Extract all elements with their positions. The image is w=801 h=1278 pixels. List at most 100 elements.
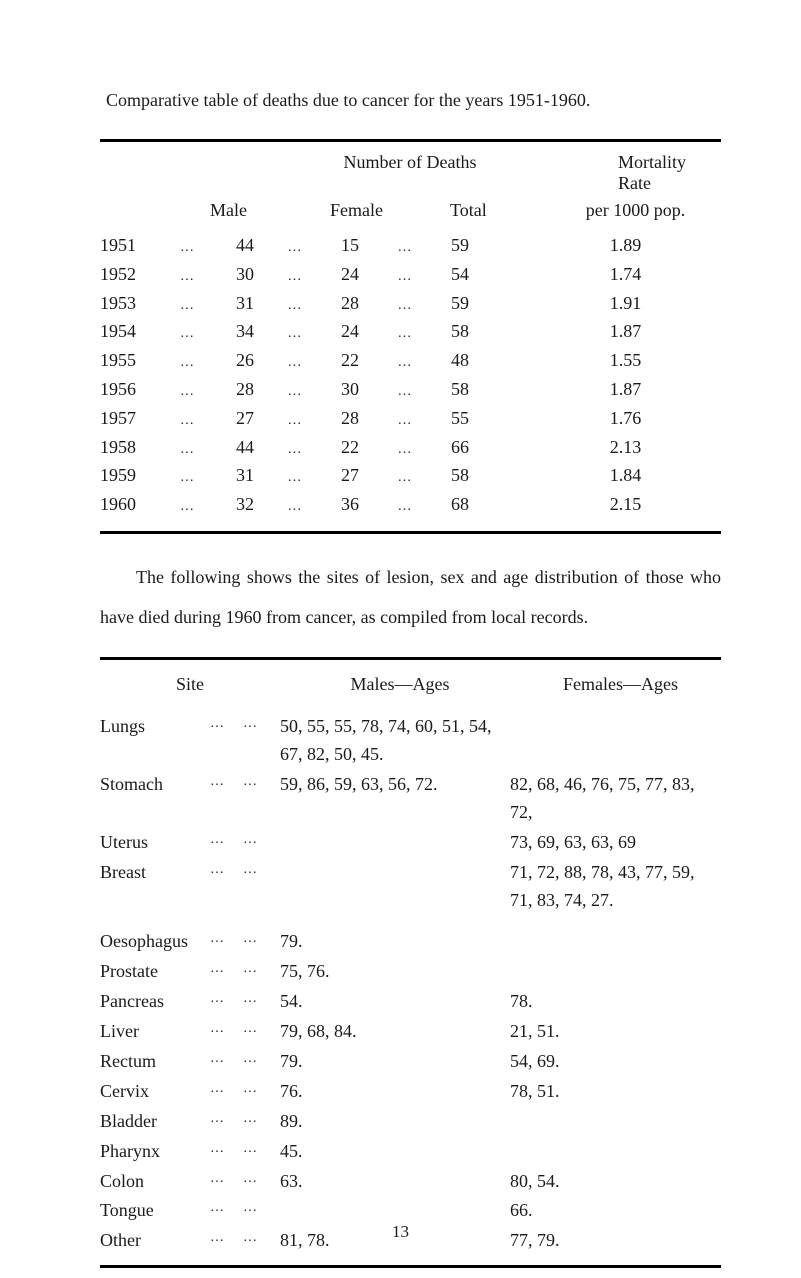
cell-site: Pharynx [100, 1138, 210, 1166]
cell-rate: 1.89 [490, 231, 721, 260]
dots: … [380, 410, 430, 432]
table2-row: Oesophagus… …79. [100, 928, 721, 956]
page: Comparative table of deaths due to cance… [0, 0, 801, 1278]
rule-bottom [100, 1265, 721, 1268]
cell-males-ages: 50, 55, 55, 78, 74, 60, 51, 54, 67, 82, … [280, 713, 510, 769]
table2-row: Pharynx… …45. [100, 1138, 721, 1166]
dots: … [270, 352, 320, 374]
dots: … [180, 381, 220, 403]
cell-site: Cervix [100, 1078, 210, 1106]
cell-total: 48 [430, 346, 490, 375]
dots: … … [210, 928, 280, 950]
dots: … [180, 467, 220, 489]
dots: … [180, 496, 220, 518]
cell-males-ages: 89. [280, 1108, 510, 1136]
dots: … [180, 439, 220, 461]
cell-male: 44 [220, 433, 270, 462]
header-total: Total [450, 200, 530, 221]
dots: … [270, 237, 320, 259]
cell-site: Bladder [100, 1108, 210, 1136]
cell-rate: 2.15 [490, 490, 721, 519]
cell-rate: 1.84 [490, 461, 721, 490]
cell-site: Oesophagus [100, 928, 210, 956]
dots: … [270, 496, 320, 518]
cell-males-ages: 79, 68, 84. [280, 1018, 510, 1046]
cell-males-ages: 79. [280, 1048, 510, 1076]
cell-male: 27 [220, 404, 270, 433]
cell-female: 28 [320, 404, 380, 433]
dots: … … [210, 1048, 280, 1070]
cell-male: 28 [220, 375, 270, 404]
dots: … [380, 323, 430, 345]
dots: … [380, 237, 430, 259]
cell-females-ages: 82, 68, 46, 76, 75, 77, 83, 72, [510, 771, 721, 827]
dots: … … [210, 1018, 280, 1040]
cell-total: 55 [430, 404, 490, 433]
table1-body: 1951…44…15…591.891952…30…24…541.741953…3… [100, 231, 721, 519]
table2-row: Cervix… …76.78, 51. [100, 1078, 721, 1106]
header-males-ages: Males—Ages [280, 674, 520, 695]
cell-year: 1955 [100, 346, 180, 375]
cell-female: 22 [320, 346, 380, 375]
cell-site: Prostate [100, 958, 210, 986]
table2-row: Prostate… …75, 76. [100, 958, 721, 986]
cell-rate: 2.13 [490, 433, 721, 462]
dots: … [380, 467, 430, 489]
cell-female: 30 [320, 375, 380, 404]
cell-year: 1953 [100, 289, 180, 318]
dots: … [270, 323, 320, 345]
cell-site: Rectum [100, 1048, 210, 1076]
cell-female: 15 [320, 231, 380, 260]
dots: … [180, 352, 220, 374]
cell-male: 44 [220, 231, 270, 260]
dots: … [270, 266, 320, 288]
header-female: Female [330, 200, 420, 221]
cell-year: 1952 [100, 260, 180, 289]
dots: … [380, 496, 430, 518]
cell-male: 26 [220, 346, 270, 375]
paragraph: The following shows the sites of lesion,… [100, 558, 721, 637]
table1-row: 1956…28…30…581.87 [100, 375, 721, 404]
cell-females-ages: 80, 54. [510, 1168, 721, 1196]
table1-header-bottom: Male Female Total per 1000 pop. [100, 200, 721, 231]
table2-header: Site Males—Ages Females—Ages [100, 660, 721, 713]
cell-site: Lungs [100, 713, 210, 741]
cell-year: 1956 [100, 375, 180, 404]
cell-males-ages: 63. [280, 1168, 510, 1196]
table1-row: 1954…34…24…581.87 [100, 317, 721, 346]
cell-females-ages: 73, 69, 63, 63, 69 [510, 829, 721, 857]
cell-total: 59 [430, 231, 490, 260]
cell-total: 58 [430, 317, 490, 346]
header-females-ages: Females—Ages [520, 674, 721, 695]
cell-male: 31 [220, 289, 270, 318]
table2-row: Colon… …63.80, 54. [100, 1168, 721, 1196]
table2-row: Breast… …71, 72, 88, 78, 43, 77, 59, 71,… [100, 859, 721, 915]
cell-female: 36 [320, 490, 380, 519]
dots: … [180, 410, 220, 432]
table1-row: 1952…30…24…541.74 [100, 260, 721, 289]
dots: … … [210, 1197, 280, 1219]
page-title: Comparative table of deaths due to cance… [100, 90, 721, 111]
cell-total: 58 [430, 461, 490, 490]
dots: … … [210, 1078, 280, 1100]
cell-female: 28 [320, 289, 380, 318]
cell-males-ages: 45. [280, 1138, 510, 1166]
dots: … [180, 266, 220, 288]
cell-site: Colon [100, 1168, 210, 1196]
dots: … [180, 295, 220, 317]
dots: … [380, 381, 430, 403]
cell-year: 1951 [100, 231, 180, 260]
rule-mid1 [100, 531, 721, 534]
cell-site: Liver [100, 1018, 210, 1046]
dots: … … [210, 829, 280, 851]
table2-row: Bladder… …89. [100, 1108, 721, 1136]
cell-males-ages: 76. [280, 1078, 510, 1106]
cell-rate: 1.87 [490, 317, 721, 346]
cell-males-ages: 79. [280, 928, 510, 956]
table2-row: Lungs… …50, 55, 55, 78, 74, 60, 51, 54, … [100, 713, 721, 769]
table2-row: Rectum… …79.54, 69. [100, 1048, 721, 1076]
spacer [100, 916, 721, 926]
cell-rate: 1.91 [490, 289, 721, 318]
cell-males-ages: 59, 86, 59, 63, 56, 72. [280, 771, 510, 799]
dots: … [180, 237, 220, 259]
